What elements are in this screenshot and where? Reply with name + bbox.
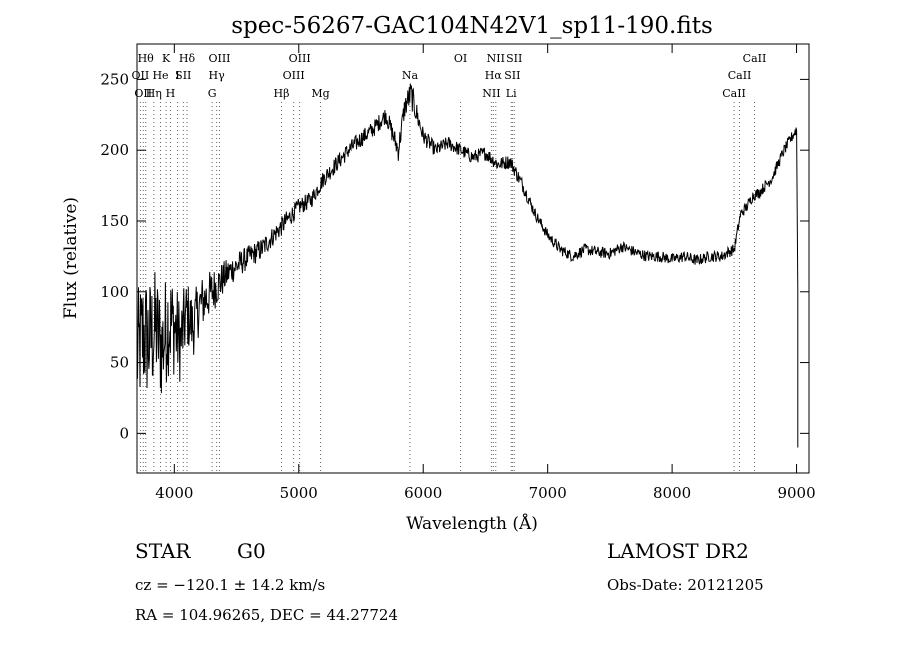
spectral-line-label: SII — [504, 69, 520, 82]
spectral-line-label: OIII — [289, 52, 311, 65]
plot-frame — [136, 43, 810, 474]
spectral-line-label: OIII — [208, 52, 230, 65]
spectral-line-label: He — [152, 69, 168, 82]
spectral-line-label: H — [166, 87, 176, 100]
spectral-line-label: OII — [132, 69, 150, 82]
redshift-cz: cz = −120.1 ± 14.2 km/s — [135, 576, 325, 594]
object-class: STAR — [135, 539, 191, 563]
y-tick-label: 250 — [100, 70, 129, 88]
y-tick-label: 150 — [100, 212, 129, 230]
x-tick-label: 5000 — [280, 484, 318, 502]
spectral-line-label: Hδ — [179, 52, 196, 65]
spectral-line-label: Hθ — [138, 52, 155, 65]
spectral-line-label: CaII — [728, 69, 752, 82]
spectral-line-label: I — [175, 69, 179, 82]
spectral-line-label: CaII — [743, 52, 767, 65]
spectral-line-label: Hγ — [209, 69, 226, 82]
y-axis-ticks: 0 50 100 150 200 250 — [100, 70, 809, 442]
chart-title: spec-56267-GAC104N42V1_sp11-190.fits — [231, 13, 713, 39]
spectral-line-label: Hα — [485, 69, 503, 82]
spectral-line-label: K — [162, 52, 171, 65]
x-tick-label: 7000 — [529, 484, 567, 502]
x-tick-label: 4000 — [155, 484, 193, 502]
x-tick-label: 8000 — [653, 484, 691, 502]
survey-name: LAMOST DR2 — [607, 539, 749, 563]
observation-date: Obs-Date: 20121205 — [607, 576, 764, 594]
spectral-line-label: NII — [482, 87, 500, 100]
ra-dec: RA = 104.96265, DEC = 44.27724 — [135, 606, 398, 624]
x-axis-ticks: 4000 5000 6000 7000 8000 9000 — [155, 44, 816, 502]
y-tick-label: 200 — [100, 141, 129, 159]
spectral-line-label: Li — [506, 87, 517, 100]
x-tick-label: 9000 — [777, 484, 815, 502]
spectral-line-label: OIII — [283, 69, 305, 82]
y-tick-label: 0 — [119, 424, 129, 442]
spectral-line-markers — [139, 102, 755, 473]
spectral-line-label: OI — [454, 52, 467, 65]
spectral-line-label: SII — [506, 52, 522, 65]
spectrum-line — [136, 83, 799, 448]
spectral-line-label: Na — [402, 69, 419, 82]
x-tick-label: 6000 — [404, 484, 442, 502]
spectral-line-label: CaII — [722, 87, 746, 100]
spectral-line-label: NII — [487, 52, 505, 65]
spectral-line-label: Hη — [146, 87, 162, 100]
y-tick-label: 100 — [100, 283, 129, 301]
object-subclass: G0 — [237, 539, 266, 563]
y-tick-label: 50 — [110, 354, 129, 372]
y-axis-label: Flux (relative) — [61, 197, 81, 319]
spectral-line-labels: OIIOIIHθHηHeKHISIIHδGHγOIIIHβOIIIOIIIMgN… — [132, 52, 767, 100]
spectral-line-label: Hβ — [274, 87, 290, 100]
spectral-line-label: SII — [175, 69, 191, 82]
spectral-line-label: OII — [134, 87, 152, 100]
x-axis-label: Wavelength (Å) — [406, 513, 538, 534]
spectral-line-label: Mg — [311, 87, 329, 100]
spectral-line-label: G — [208, 87, 217, 100]
